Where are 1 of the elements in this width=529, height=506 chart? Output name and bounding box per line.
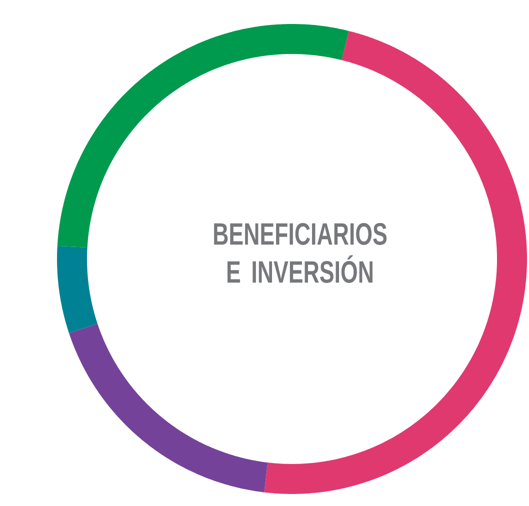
text: BENEFICIARIOS E INVERSIÓN (214, 223, 387, 283)
